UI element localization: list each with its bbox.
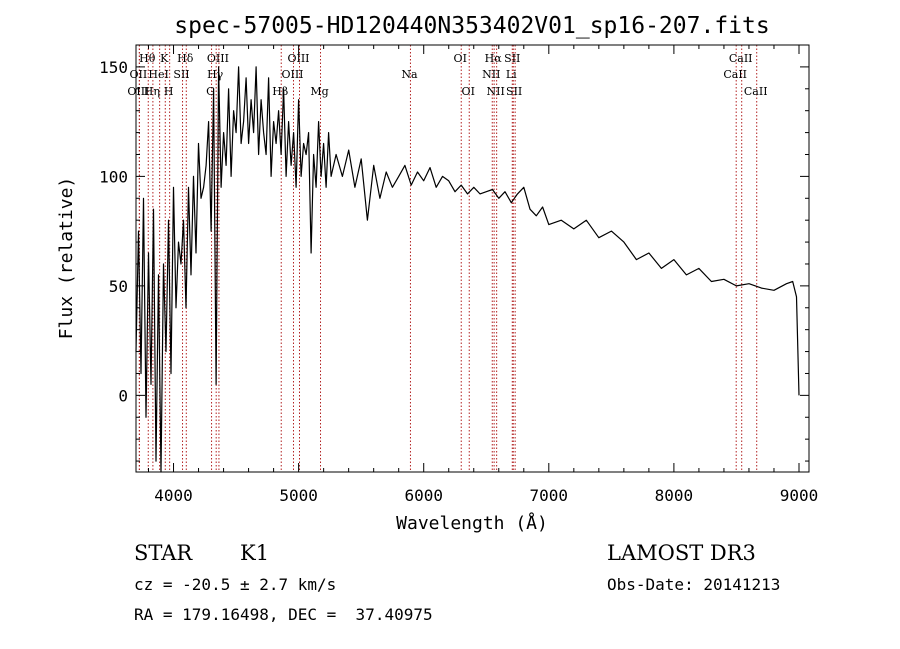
redshift-info: cz = -20.5 ± 2.7 km/s — [134, 575, 336, 594]
x-tick-label: 5000 — [279, 486, 318, 505]
y-tick-label: 0 — [118, 386, 128, 405]
line-markers — [138, 45, 758, 472]
spectral-subclass: K1 — [240, 541, 269, 565]
line-marker-label: CaII — [723, 68, 747, 81]
line-marker-label: OI — [462, 85, 475, 98]
line-marker-label: Li — [506, 68, 517, 81]
y-tick-label: 150 — [99, 58, 128, 77]
line-marker-label: SII — [506, 85, 522, 98]
line-marker-label: CaII — [729, 52, 753, 65]
line-marker-label: OII — [130, 68, 148, 81]
line-marker-label: K — [160, 52, 169, 65]
line-marker-label: G — [206, 85, 215, 98]
line-marker-label: Na — [401, 68, 418, 81]
y-tick-label: 50 — [109, 277, 128, 296]
line-marker-label: Hβ — [272, 85, 288, 98]
line-marker-label: OIII — [287, 52, 309, 65]
x-tick-label: 8000 — [655, 486, 694, 505]
object-type: STAR — [134, 541, 193, 565]
x-tick-label: 4000 — [154, 486, 193, 505]
survey-name: LAMOST DR3 — [607, 541, 756, 565]
x-tick-label: 6000 — [404, 486, 443, 505]
line-marker-label: Hα — [485, 52, 503, 65]
line-marker-label: H — [164, 85, 174, 98]
x-axis-ticks: 4000 5000 6000 7000 8000 9000 — [148, 45, 819, 505]
y-axis-label: Flux (relative) — [56, 177, 77, 340]
line-marker-label: NII — [482, 68, 500, 81]
coordinates: RA = 179.16498, DEC = 37.40975 — [134, 605, 433, 624]
line-marker-label: OIII — [207, 52, 229, 65]
line-marker-label: HeI — [148, 68, 168, 81]
chart-title: spec-57005-HD120440N353402V01_sp16-207.f… — [174, 13, 769, 39]
y-tick-label: 100 — [99, 167, 128, 186]
line-marker-label: Hη — [144, 85, 160, 98]
line-marker-label: Mg — [310, 85, 328, 98]
y-axis-ticks: 0 50 100 150 — [99, 44, 809, 462]
line-marker-label: NII — [486, 85, 504, 98]
line-marker-labels: HθOIIOIIIHηHeIKHSIIHδGHγOIIIHβOIIIOIIIMg… — [127, 52, 767, 98]
line-marker-label: OI — [454, 52, 467, 65]
x-tick-label: 7000 — [530, 486, 569, 505]
line-marker-label: OIII — [127, 85, 149, 98]
plot-frame — [135, 44, 810, 473]
line-marker-label: Hδ — [177, 52, 194, 65]
line-marker-label: CaII — [744, 85, 768, 98]
line-marker-label: SII — [173, 68, 189, 81]
line-marker-label: Hγ — [207, 68, 224, 81]
line-marker-label: SII — [504, 52, 520, 65]
line-marker-label: OIII — [281, 68, 303, 81]
obs-date: Obs-Date: 20141213 — [607, 575, 780, 594]
line-marker-label: Hθ — [139, 52, 156, 65]
x-axis-label: Wavelength (Å) — [396, 512, 548, 534]
spectrum-line — [135, 66, 800, 473]
x-tick-label: 9000 — [780, 486, 819, 505]
